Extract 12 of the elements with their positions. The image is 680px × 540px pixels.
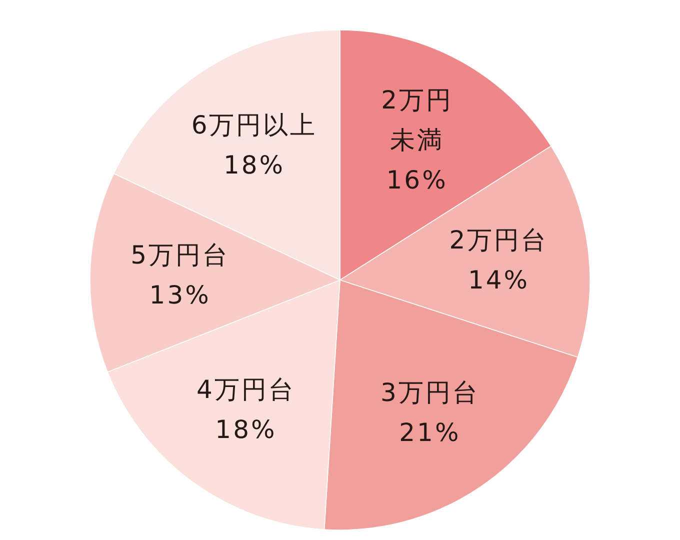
slice-label: 3万円台 <box>380 378 480 408</box>
data-label: 13% <box>149 280 211 310</box>
data-label: 18% <box>223 150 286 180</box>
data-label: 16% <box>386 166 448 195</box>
slice-label: 4万円台 <box>196 375 296 404</box>
slice-label: 6万円以上 <box>191 110 318 140</box>
data-label: 21% <box>399 418 461 448</box>
slice-label: 5万円台 <box>130 240 230 270</box>
slice-label: 2万円台 <box>449 226 548 255</box>
data-label: 18% <box>215 415 277 444</box>
slice-label: 2万円未満 <box>381 86 454 155</box>
data-label: 14% <box>468 266 530 295</box>
